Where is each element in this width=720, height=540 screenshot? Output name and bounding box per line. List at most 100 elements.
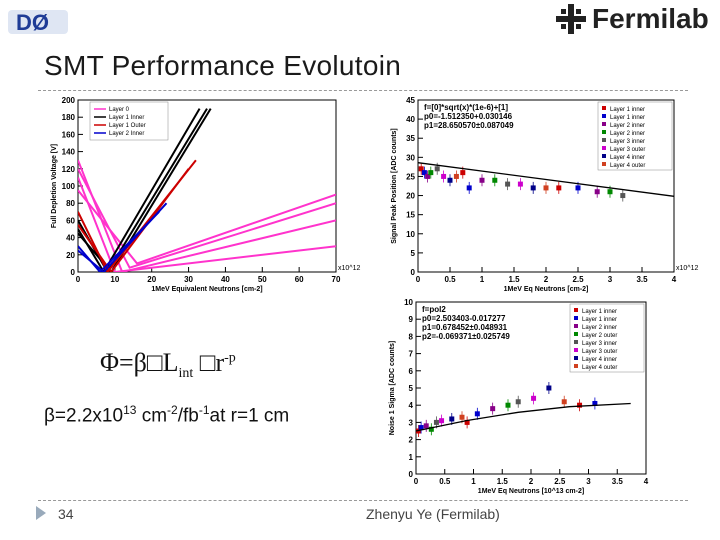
x-tick-label: 30 [184, 275, 193, 284]
y-tick-label: 4 [409, 401, 414, 410]
data-point [418, 425, 424, 431]
slide-arrow-icon [36, 506, 46, 520]
data-point [428, 426, 434, 432]
x-tick-label: 3.5 [636, 275, 648, 284]
legend-marker [574, 332, 578, 336]
series-line [78, 168, 190, 272]
y-tick-label: 40 [406, 115, 415, 124]
series-line [78, 108, 212, 272]
fermilab-logo: Fermilab [556, 2, 709, 36]
x-tick-label: 0 [76, 275, 81, 284]
legend-label: Layer 2 inner [582, 325, 617, 331]
data-point [449, 416, 455, 422]
y-tick-label: 10 [404, 298, 413, 307]
y-tick-label: 35 [406, 134, 415, 143]
legend-label: Layer 1 inner [610, 115, 645, 121]
fit-parameter: p0=-1.512350+0.030146 [424, 112, 513, 121]
fit-parameter: f=pol2 [422, 305, 446, 314]
x-tick-label: 0.5 [444, 275, 456, 284]
noise-chart: 0 0.5 1 1.5 2 2.5 3 3.5 4 0 1 2 3 4 5 6 7 8 9 10 1MeV Eq Neu… [382, 296, 672, 498]
data-point [505, 402, 511, 408]
series-line [78, 168, 336, 269]
legend-label: Layer 2 inner [610, 131, 645, 137]
y-tick-label: 2 [409, 436, 414, 445]
y-tick-label: 60 [66, 216, 75, 225]
x-tick-label: 60 [295, 275, 304, 284]
x-scale-note: x10^12 [338, 265, 360, 272]
legend-label: Layer 4 outer [610, 163, 645, 169]
data-point [441, 173, 447, 179]
data-point [577, 402, 583, 408]
legend-marker [602, 154, 606, 158]
depletion-voltage-chart: 0 10 20 30 40 50 60 70 0 20 40 60 80 100 120 140 160 180 2… [40, 94, 362, 300]
legend-marker [574, 356, 578, 360]
x-tick-label: 1.5 [497, 477, 509, 486]
fit-parameter: p1=0.678452±0.048931 [422, 323, 508, 332]
y-axis-label: Full Depletion Voltage [V] [51, 144, 58, 228]
d0-logo: DØ [6, 4, 70, 38]
page-number: 34 [58, 506, 74, 522]
beta-value: β=2.2x1013 cm-2/fb-1at r=1 cm [44, 403, 290, 427]
y-tick-label: 140 [62, 148, 76, 157]
data-point [531, 395, 537, 401]
data-point [466, 185, 472, 191]
top-divider [38, 90, 688, 91]
y-tick-label: 180 [62, 113, 76, 122]
x-tick-label: 1.5 [508, 275, 520, 284]
legend-label: Layer 3 inner [582, 341, 617, 347]
y-tick-label: 15 [406, 211, 415, 220]
y-tick-label: 0 [411, 268, 416, 277]
legend: Layer 0 Layer 1 Inner Layer 1 Outer Layer 2… [89, 101, 169, 141]
x-tick-label: 20 [147, 275, 156, 284]
data-point [561, 399, 567, 405]
signal-peak-chart: 0 0.5 1 1.5 2 2.5 3 3.5 40510152025303540451MeV … [382, 94, 702, 298]
legend-marker [602, 130, 606, 134]
data-point [620, 193, 626, 199]
legend-label: Layer 4 inner [582, 357, 617, 363]
x-tick-label: 3.5 [612, 477, 624, 486]
y-tick-label: 5 [411, 249, 416, 258]
data-point [490, 406, 496, 412]
legend-label: Layer 3 outer [582, 349, 617, 355]
data-point [594, 189, 600, 195]
x-axis-label: 1MeV Equivalent Neutrons [cm-2] [151, 286, 262, 293]
legend-marker [574, 324, 578, 328]
legend-label: Layer 2 outer [582, 333, 617, 339]
y-tick-label: 6 [409, 367, 414, 376]
data-point [474, 411, 480, 417]
legend-label: Layer 4 outer [582, 365, 617, 371]
legend-label: Layer 0 [109, 107, 130, 113]
data-point [546, 385, 552, 391]
series-line [78, 177, 336, 272]
legend-label: Layer 1 Inner [109, 115, 144, 121]
y-tick-label: 80 [66, 199, 75, 208]
data-point [423, 423, 429, 429]
x-tick-label: 2.5 [572, 275, 584, 284]
data-point [447, 177, 453, 183]
x-tick-label: 0.5 [439, 477, 451, 486]
y-tick-label: 200 [62, 96, 76, 105]
x-tick-label: 40 [221, 275, 230, 284]
legend-label: Layer 3 inner [610, 139, 645, 145]
y-tick-label: 3 [409, 418, 414, 427]
y-tick-label: 8 [409, 332, 414, 341]
data-point [459, 414, 465, 420]
data-point [428, 170, 434, 176]
legend-marker [574, 308, 578, 312]
y-tick-label: 5 [409, 384, 414, 393]
fit-parameter: f=[0]*sqrt(x)*(1e-6)+[1] [424, 103, 508, 112]
x-tick-label: 3 [608, 275, 613, 284]
x-tick-label: 3 [586, 477, 591, 486]
legend-marker [602, 138, 606, 142]
y-tick-label: 100 [62, 182, 76, 191]
data-point [515, 399, 521, 405]
legend-marker [574, 316, 578, 320]
y-tick-label: 20 [406, 192, 415, 201]
fluence-formula: Φ=β□Lint □r-p [100, 348, 236, 382]
legend-label: Layer 2 Inner [109, 131, 144, 137]
fit-line [415, 402, 631, 432]
data-point [464, 419, 470, 425]
legend-label: Layer 2 inner [610, 123, 645, 129]
data-point [453, 173, 459, 179]
legend-label: Layer 1 inner [610, 107, 645, 113]
